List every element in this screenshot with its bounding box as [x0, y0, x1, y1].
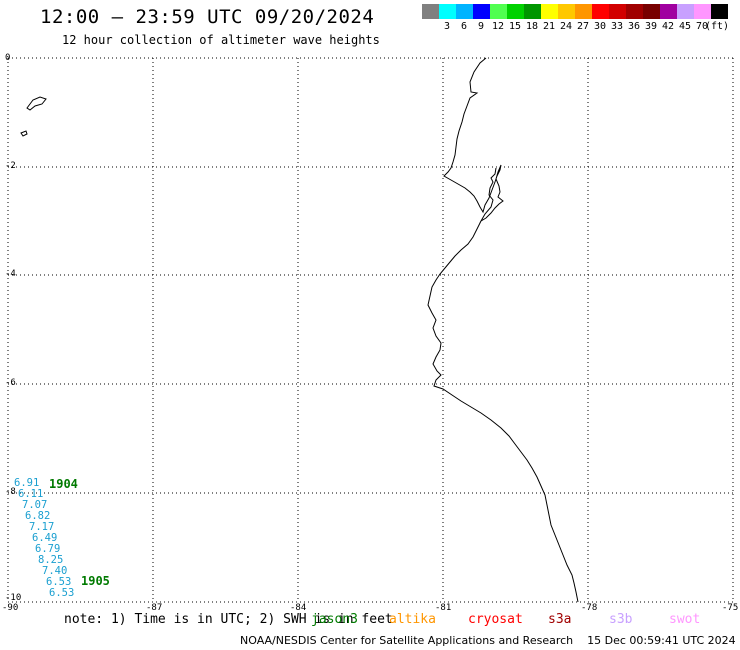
units-note: note: 1) Time is in UTC; 2) SWH is in fe…	[64, 612, 393, 627]
legend-tick-label: 15	[508, 21, 522, 32]
color-legend: (ft) 3 6 9 12 15 18 21 24 27 30 33 36 39 42 45 70	[422, 4, 730, 34]
lat-tick: -4	[5, 269, 16, 279]
lon-tick: -78	[581, 603, 598, 613]
legend-tick-label: 27	[576, 21, 590, 32]
legend-swatch	[456, 4, 473, 19]
track-time-label: 1905	[81, 574, 110, 588]
lon-tick: -84	[290, 603, 307, 613]
lat-tick: 0	[5, 53, 11, 63]
footer-credit: NOAA/NESDIS Center for Satellite Applica…	[240, 634, 736, 647]
satellite-label: s3b	[609, 612, 633, 627]
wave-height-label: 8.25	[38, 554, 64, 566]
map-subtitle: 12 hour collection of altimeter wave hei…	[62, 33, 380, 47]
legend-tick-label: 3	[443, 21, 451, 32]
legend-tick-label: 21	[542, 21, 556, 32]
legend-swatch	[507, 4, 524, 19]
legend-tick-label: 18	[525, 21, 539, 32]
legend-swatch	[694, 4, 711, 19]
legend-tick-label: 70	[695, 21, 709, 32]
map-title: 12:00 – 23:59 UTC 09/20/2024	[40, 6, 375, 28]
satellite-label: s3a	[548, 612, 572, 627]
lat-tick: -8	[5, 487, 16, 497]
lon-tick: -81	[435, 603, 452, 613]
lon-tick: -75	[722, 603, 739, 613]
satellite-label: cryosat	[468, 612, 523, 627]
legend-tick-label: 42	[661, 21, 675, 32]
wave-height-label: 6.53	[46, 576, 72, 588]
lat-tick: -2	[5, 161, 16, 171]
satellite-label: jason3	[311, 612, 358, 627]
legend-tick-label: 45	[678, 21, 692, 32]
map-grid	[8, 58, 733, 602]
generated-timestamp: 15 Dec 00:59:41 UTC 2024	[587, 634, 736, 647]
legend-swatch	[711, 4, 728, 19]
wave-height-label: 6.53	[49, 587, 75, 599]
wave-height-label: 7.07	[22, 499, 48, 511]
lat-tick: -6	[5, 378, 16, 388]
credit-text: NOAA/NESDIS Center for Satellite Applica…	[240, 634, 574, 647]
legend-swatch	[575, 4, 592, 19]
legend-swatch	[609, 4, 626, 19]
wave-height-label: 6.91	[14, 477, 40, 489]
legend-tick-label: 9	[477, 21, 485, 32]
legend-swatch	[660, 4, 677, 19]
wave-height-label: 7.17	[29, 521, 55, 533]
lon-tick: -87	[146, 603, 163, 613]
legend-tick-label: 30	[593, 21, 607, 32]
map-frame	[7, 57, 734, 603]
legend-tick-label: 24	[559, 21, 573, 32]
legend-tick-label: 39	[644, 21, 658, 32]
legend-swatch	[490, 4, 507, 19]
legend-swatch	[592, 4, 609, 19]
track-time-label: 1904	[49, 477, 78, 491]
legend-tick-label: 33	[610, 21, 624, 32]
lon-tick: -90	[2, 603, 19, 613]
satellite-label: altika	[389, 612, 436, 627]
legend-tick-label: 36	[627, 21, 641, 32]
legend-swatch	[524, 4, 541, 19]
wave-height-label: 6.49	[32, 532, 58, 544]
legend-unit: (ft)	[705, 21, 730, 32]
lat-tick: -10	[5, 593, 22, 603]
legend-swatch	[643, 4, 660, 19]
wave-height-label: 7.40	[42, 565, 68, 577]
legend-swatch	[473, 4, 490, 19]
coastline	[427, 57, 579, 603]
wave-height-label: 6.79	[35, 543, 61, 555]
satellite-label: swot	[669, 612, 701, 627]
galapagos-islands	[20, 96, 47, 137]
legend-swatch	[541, 4, 558, 19]
legend-swatch	[677, 4, 694, 19]
wave-height-label: 6.82	[25, 510, 51, 522]
legend-swatch	[422, 4, 439, 19]
wave-height-label: 6.11	[18, 488, 44, 500]
legend-swatch	[439, 4, 456, 19]
legend-tick-label: 6	[460, 21, 468, 32]
legend-swatch	[626, 4, 643, 19]
legend-swatch	[558, 4, 575, 19]
legend-tick-label: 12	[491, 21, 505, 32]
